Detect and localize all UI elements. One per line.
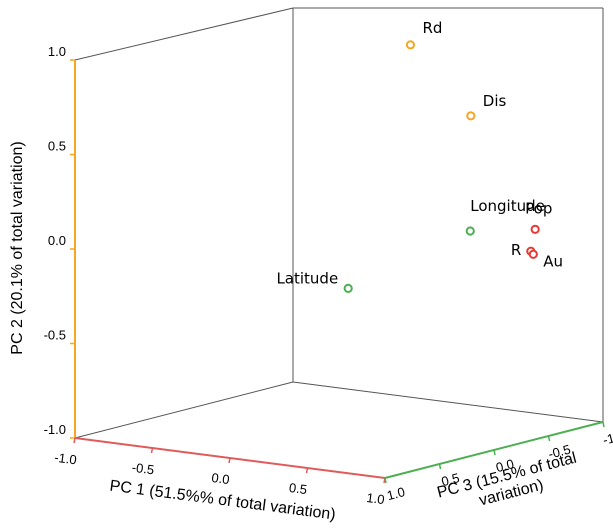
x-tick-label: -1.0 — [54, 450, 78, 468]
data-point-label-au: Au — [543, 252, 563, 270]
data-point-label-dis: Dis — [483, 92, 507, 110]
data-point-label-r: R — [511, 241, 521, 259]
data-point-rd — [405, 40, 416, 50]
x-tick-label: 0.5 — [288, 480, 308, 497]
z-tick-label: -0.5 — [547, 442, 572, 462]
data-point-label-longitude: Longitude — [470, 197, 545, 215]
data-point-longitude — [465, 226, 475, 236]
z-tick-label: 0.5 — [440, 470, 461, 489]
y-tick-label: -0.5 — [44, 328, 66, 343]
z-tick-label: -1.0 — [601, 428, 613, 448]
y-tick-label: 0.5 — [48, 139, 66, 154]
x-tick-mark — [228, 457, 231, 464]
z-tick-label: 0.0 — [494, 456, 515, 475]
data-point-group: Rd Dis Longitude Latitude Pop R Au — [276, 19, 563, 293]
z-tick-mark — [547, 435, 551, 442]
x-tick-label: 0.0 — [211, 470, 231, 487]
z-tick-label: 1.0 — [385, 484, 406, 503]
z-tick-mark — [384, 477, 387, 484]
data-point-dis — [466, 111, 476, 121]
y-tick-label: -1.0 — [44, 422, 66, 437]
frame-floor-right — [292, 381, 604, 423]
x-tick-label: -0.5 — [131, 460, 155, 478]
z-tick-mark — [438, 463, 442, 470]
data-point-latitude — [343, 283, 353, 293]
z-tick-mark — [493, 449, 496, 456]
x-tick-mark — [73, 437, 76, 444]
z-tick-mark — [602, 421, 605, 428]
tick-group: -1.0-0.50.00.51.0-1.0-0.50.00.51.0 1.00.5… — [44, 44, 613, 507]
y-axis-title: PC 2 (20.1% of total variation) — [9, 141, 26, 354]
y-tick-label: 0.0 — [48, 233, 66, 248]
y-tick-label: 1.0 — [48, 44, 66, 59]
data-point-label-pop: Pop — [525, 199, 552, 217]
data-point-label-latitude: Latitude — [276, 269, 338, 287]
data-point-pop — [530, 224, 540, 234]
frame-floor-left — [74, 381, 294, 439]
x-tick-mark — [305, 467, 309, 474]
data-point-label-rd: Rd — [422, 19, 442, 37]
x-tick-mark — [150, 447, 154, 454]
data-point-au — [528, 249, 538, 259]
x-tick-label: 1.0 — [366, 490, 386, 507]
frame-back-top-left — [74, 7, 294, 61]
